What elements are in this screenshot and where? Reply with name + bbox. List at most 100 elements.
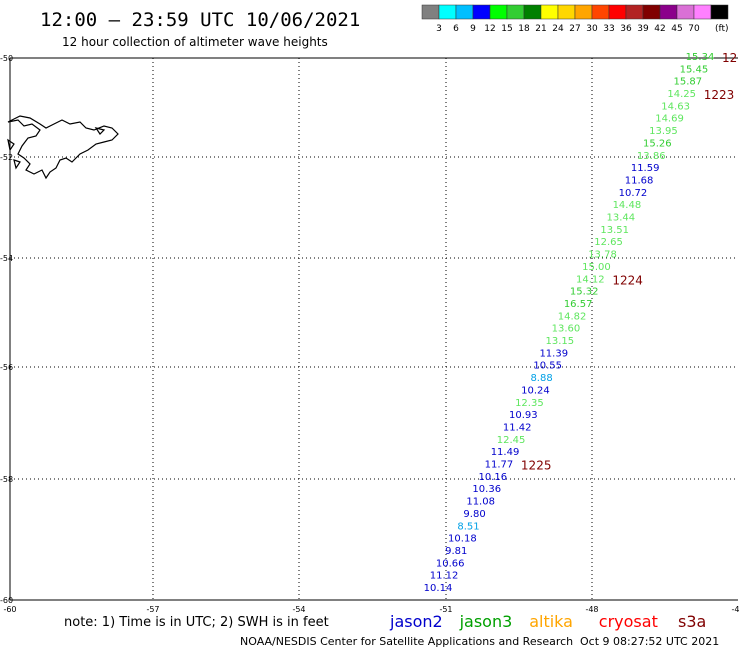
colorbar-label: 30	[586, 24, 598, 34]
wave-height-value: 15.32	[570, 287, 599, 298]
wave-height-value: 11.59	[631, 163, 660, 174]
colorbar-swatch	[557, 4, 576, 20]
colorbar-swatch	[608, 4, 627, 20]
wave-height-value: 14.69	[655, 114, 684, 125]
colorbar-label: 45	[671, 24, 682, 34]
colorbar-swatch	[455, 4, 474, 20]
colorbar-swatch	[506, 4, 525, 20]
colorbar-label: 39	[637, 24, 649, 34]
pass-time-label: 1225	[521, 459, 552, 473]
colorbar-swatch	[642, 4, 661, 20]
pass-time-label: 1224	[612, 273, 643, 287]
lat-tick-label: -58	[0, 475, 13, 484]
lat-tick-label: -50	[0, 54, 13, 63]
wave-height-value: 8.51	[457, 521, 479, 532]
colorbar-label: 42	[654, 24, 665, 34]
colorbar-swatch	[540, 4, 559, 20]
colorbar-label: 27	[569, 24, 580, 34]
colorbar-legend: 3 6 9 12 15 18 21 24 27 30 33 36 39 42 45 70 (ft)	[421, 4, 729, 34]
colorbar-unit: (ft)	[715, 24, 729, 34]
colorbar-swatch	[523, 4, 542, 20]
map-subtitle: 12 hour collection of altimeter wave hei…	[62, 35, 328, 49]
wave-height-value: 10.14	[424, 583, 453, 594]
colorbar-swatch	[438, 4, 457, 20]
lat-tick-label: -60	[0, 596, 13, 605]
wave-height-value: 9.80	[463, 509, 485, 520]
lon-tick-label: -48	[585, 605, 598, 614]
colorbar-swatch	[489, 4, 508, 20]
wave-height-value: 13.95	[649, 126, 678, 137]
footer-timestamp: Oct 9 08:27:52 UTC 2021	[580, 635, 719, 648]
colorbar-label: 70	[688, 24, 700, 34]
satellite-name: jason3	[459, 612, 513, 631]
wave-height-value: 13.15	[546, 336, 575, 347]
colorbar-swatch	[472, 4, 491, 20]
wave-height-value: 15.26	[643, 138, 672, 149]
lat-tick-label: -54	[0, 254, 13, 263]
colorbar-label: 9	[470, 24, 476, 34]
wave-height-value: 10.24	[521, 385, 550, 396]
wave-height-value: 13.44	[606, 213, 635, 224]
wave-height-value: 11.39	[539, 348, 568, 359]
map-title: 12:00 — 23:59 UTC 10/06/2021	[40, 9, 360, 31]
wave-height-value: 10.93	[509, 410, 538, 421]
wave-height-value: 11.77	[485, 460, 514, 471]
wave-height-value: 9.81	[445, 546, 467, 557]
wave-height-value: 10.66	[436, 558, 465, 569]
lat-tick-label: -52	[0, 153, 13, 162]
wave-height-value: 11.68	[625, 175, 654, 186]
wave-height-value: 15.45	[680, 64, 709, 75]
wave-height-value: 10.36	[472, 484, 501, 495]
wave-height-value: 13.60	[552, 324, 581, 335]
colorbar-label: 21	[535, 24, 546, 34]
wave-height-value: 14.82	[558, 311, 587, 322]
wave-height-value: 12.45	[497, 435, 526, 446]
pass-time-label: 1223	[704, 88, 735, 102]
colorbar-label: 3	[436, 24, 442, 34]
wave-height-value: 13.51	[600, 225, 629, 236]
satellite-name: cryosat	[599, 612, 658, 631]
wave-height-value: 13.86	[637, 151, 666, 162]
wave-height-value: 12.35	[515, 398, 544, 409]
colorbar-label: 33	[603, 24, 614, 34]
wave-height-value: 10.55	[533, 361, 562, 372]
wave-height-value: 11.42	[503, 422, 532, 433]
lon-tick-label: -57	[146, 605, 159, 614]
wave-height-value: 10.18	[448, 534, 477, 545]
wave-height-value: 14.12	[576, 274, 605, 285]
colorbar-swatch	[574, 4, 593, 20]
lon-tick-label: -51	[439, 605, 452, 614]
island-outline	[7, 115, 119, 180]
satellite-legend: jason2 jason3 altika cryosat s3a	[389, 612, 706, 631]
wave-height-value: 14.63	[661, 101, 690, 112]
lon-tick-label: -54	[292, 605, 305, 614]
colorbar-swatch	[676, 4, 695, 20]
colorbar-label: 36	[620, 24, 632, 34]
footer-note: note: 1) Time is in UTC; 2) SWH is in fe…	[64, 615, 329, 630]
wave-height-value: 12.65	[594, 237, 623, 248]
colorbar-swatch	[693, 4, 712, 20]
lon-tick-label: -45	[731, 605, 740, 614]
lat-lon-grid	[10, 58, 738, 600]
wave-height-value: 8.88	[530, 373, 552, 384]
wave-height-value: 11.49	[491, 447, 520, 458]
colorbar-label: 15	[501, 24, 512, 34]
colorbar-swatch	[710, 4, 729, 20]
wave-height-value: 15.34	[686, 52, 715, 63]
colorbar-label: 24	[552, 24, 564, 34]
wave-height-value: 10.16	[479, 472, 508, 483]
plot-frame	[9, 57, 738, 601]
time-labels: 12 1223 1224 1225	[521, 51, 737, 473]
footer-credit: NOAA/NESDIS Center for Satellite Applica…	[240, 635, 573, 648]
satellite-name: altika	[529, 612, 573, 631]
colorbar-swatch	[625, 4, 644, 20]
wave-height-value: 14.25	[667, 89, 696, 100]
wave-height-value: 13.78	[588, 250, 617, 261]
colorbar-swatch	[659, 4, 678, 20]
wave-height-value: 15.87	[673, 77, 702, 88]
colorbar-swatch	[591, 4, 610, 20]
wave-height-value: 11.08	[466, 497, 495, 508]
colorbar-label: 18	[518, 24, 530, 34]
